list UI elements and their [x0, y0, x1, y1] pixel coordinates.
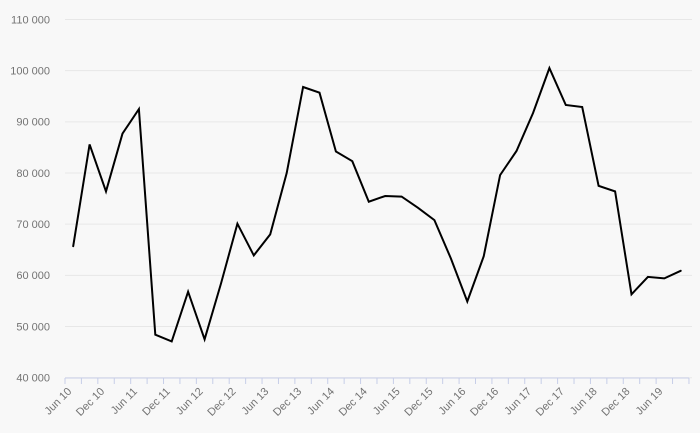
- y-axis-tick-label: 50 000: [16, 321, 50, 333]
- y-axis-tick-label: 100 000: [10, 65, 50, 77]
- y-axis-tick-label: 70 000: [16, 219, 50, 231]
- y-axis-tick-label: 40 000: [16, 373, 50, 385]
- series-line: [72, 65, 682, 343]
- y-axis-tick-label: 110 000: [11, 14, 50, 26]
- y-axis-tick-label: 60 000: [16, 270, 50, 282]
- y-axis-tick-label: 90 000: [16, 117, 50, 129]
- y-axis-tick-label: 80 000: [16, 168, 50, 180]
